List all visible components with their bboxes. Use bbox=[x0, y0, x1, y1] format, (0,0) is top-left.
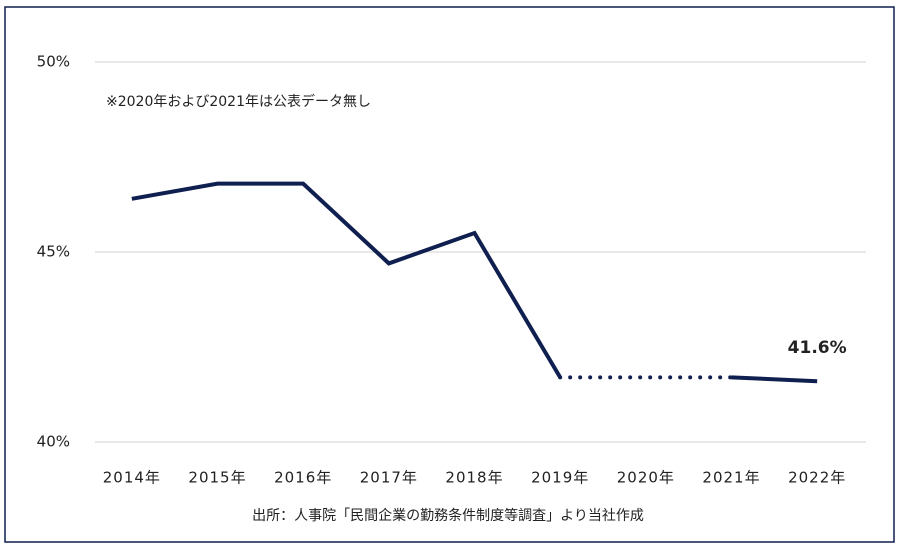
x-tick-label: 2022年 bbox=[788, 469, 846, 487]
x-tick-label: 2017年 bbox=[360, 469, 418, 487]
x-tick-label: 2016年 bbox=[274, 469, 332, 487]
y-tick-label: 40% bbox=[37, 433, 70, 451]
y-tick-label: 45% bbox=[37, 243, 70, 261]
x-tick-label: 2019年 bbox=[531, 469, 589, 487]
annotation: ※2020年および2021年は公表データ無し bbox=[106, 93, 371, 110]
x-tick-label: 2021年 bbox=[702, 469, 760, 487]
x-tick-label: 2020年 bbox=[617, 469, 675, 487]
data-label: 41.6% bbox=[788, 338, 847, 358]
y-tick-label: 50% bbox=[37, 53, 70, 71]
x-tick-label: 2018年 bbox=[445, 469, 503, 487]
line-series bbox=[131, 181, 818, 384]
frame bbox=[4, 6, 895, 543]
x-tick-label: 2015年 bbox=[188, 469, 246, 487]
source-note: 出所：人事院「民間企業の勤務条件制度等調査」より当社作成 bbox=[252, 507, 644, 524]
x-tick-label: 2014年 bbox=[103, 469, 161, 487]
